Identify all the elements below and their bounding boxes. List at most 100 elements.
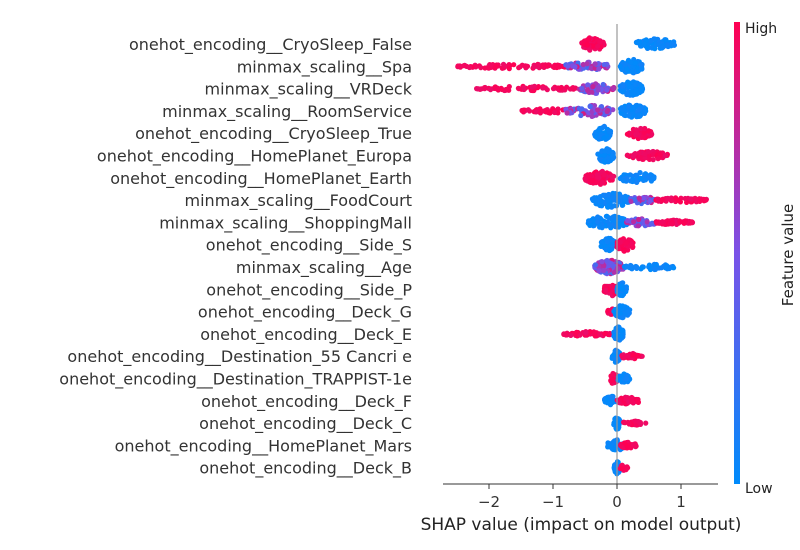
shap-point	[616, 221, 622, 227]
colorbar-title: Feature value	[779, 204, 797, 306]
shap-point	[597, 224, 603, 230]
shap-point	[596, 127, 602, 134]
shap-point	[535, 62, 542, 68]
shap-point	[540, 62, 546, 68]
shap-point	[634, 265, 640, 271]
shap-point	[620, 178, 627, 184]
shap-point	[638, 155, 644, 161]
shap-point	[597, 156, 603, 162]
shap-point	[598, 198, 605, 204]
shap-point	[584, 42, 591, 48]
shap-point	[639, 86, 645, 92]
shap-point	[628, 84, 634, 90]
shap-point	[605, 444, 611, 450]
shap-point	[640, 195, 646, 201]
shap-point	[586, 36, 592, 42]
shap-point	[570, 85, 576, 91]
shap-point	[624, 444, 630, 450]
shap-point	[650, 176, 656, 182]
shap-point	[617, 304, 623, 310]
shap-point	[621, 112, 627, 118]
shap-point	[619, 328, 625, 334]
shap-point	[499, 86, 505, 93]
shap-point	[671, 265, 677, 271]
shap-point	[682, 195, 688, 202]
shap-point	[625, 353, 631, 359]
shap-point	[597, 39, 603, 45]
shap-point	[592, 61, 598, 67]
shap-point	[643, 420, 649, 426]
shap-point	[588, 65, 594, 71]
feature-label: onehot_encoding__Destination_TRAPPIST-1e	[59, 370, 412, 390]
shap-point	[620, 82, 626, 88]
shap-point	[473, 64, 479, 70]
shap-point	[654, 220, 660, 226]
shap-point	[665, 195, 671, 201]
shap-point	[493, 63, 499, 69]
shap-point	[558, 85, 564, 91]
shap-point	[612, 419, 618, 425]
feature-label: onehot_encoding__HomePlanet_Europa	[97, 147, 412, 167]
shap-point	[628, 178, 634, 184]
shap-point	[642, 125, 648, 132]
shap-point	[647, 198, 653, 204]
shap-point	[635, 399, 642, 405]
shap-point	[493, 85, 499, 92]
shap-point	[657, 151, 663, 157]
shap-point	[606, 222, 613, 228]
x-axis-title: SHAP value (impact on model output)	[421, 515, 742, 535]
shap-point	[624, 131, 631, 137]
shap-point	[596, 268, 602, 274]
shap-point	[641, 130, 648, 136]
shap-point	[640, 134, 646, 140]
shap-point	[642, 155, 648, 161]
shap-point	[660, 44, 666, 50]
shap-point	[623, 240, 629, 246]
x-tick-label: −2	[478, 493, 500, 511]
shap-point	[603, 287, 609, 293]
shap-point	[637, 170, 643, 176]
shap-point	[628, 240, 634, 247]
shap-point	[652, 266, 659, 272]
shap-point	[624, 464, 630, 470]
shap-point	[535, 84, 542, 90]
shap-point	[580, 61, 586, 68]
shap-point	[662, 153, 669, 159]
shap-point	[587, 103, 593, 110]
shap-point	[550, 86, 557, 92]
shap-point	[629, 68, 636, 74]
shap-point	[642, 109, 648, 115]
shap-point	[602, 148, 608, 154]
shap-point	[618, 333, 624, 339]
shap-point	[692, 195, 698, 201]
shap-point	[624, 91, 630, 98]
shap-point	[644, 219, 650, 225]
colorbar	[734, 22, 740, 484]
shap-point	[648, 221, 655, 227]
shap-point	[659, 219, 666, 225]
shap-point	[642, 177, 649, 183]
shap-point	[596, 66, 602, 72]
shap-point	[544, 87, 550, 93]
feature-label: onehot_encoding__Destination_55 Cancri e	[67, 347, 412, 367]
shap-point	[589, 89, 595, 95]
shap-point	[466, 64, 473, 71]
shap-point	[617, 292, 623, 298]
shap-point	[611, 269, 617, 275]
shap-point	[638, 125, 644, 132]
shap-point	[586, 174, 592, 180]
shap-point	[526, 108, 533, 114]
shap-point	[624, 376, 630, 382]
feature-label: minmax_scaling__FoodCourt	[185, 191, 412, 211]
shap-point	[605, 198, 611, 204]
shap-point	[609, 194, 616, 201]
shap-point	[598, 243, 604, 249]
shap-point	[602, 331, 608, 337]
shap-point	[578, 112, 584, 119]
shap-point	[590, 84, 596, 90]
feature-label: onehot_encoding__HomePlanet_Earth	[110, 169, 412, 189]
shap-point	[648, 132, 654, 138]
shap-point	[573, 329, 580, 335]
shap-point	[601, 262, 607, 269]
shap-point	[595, 87, 601, 93]
